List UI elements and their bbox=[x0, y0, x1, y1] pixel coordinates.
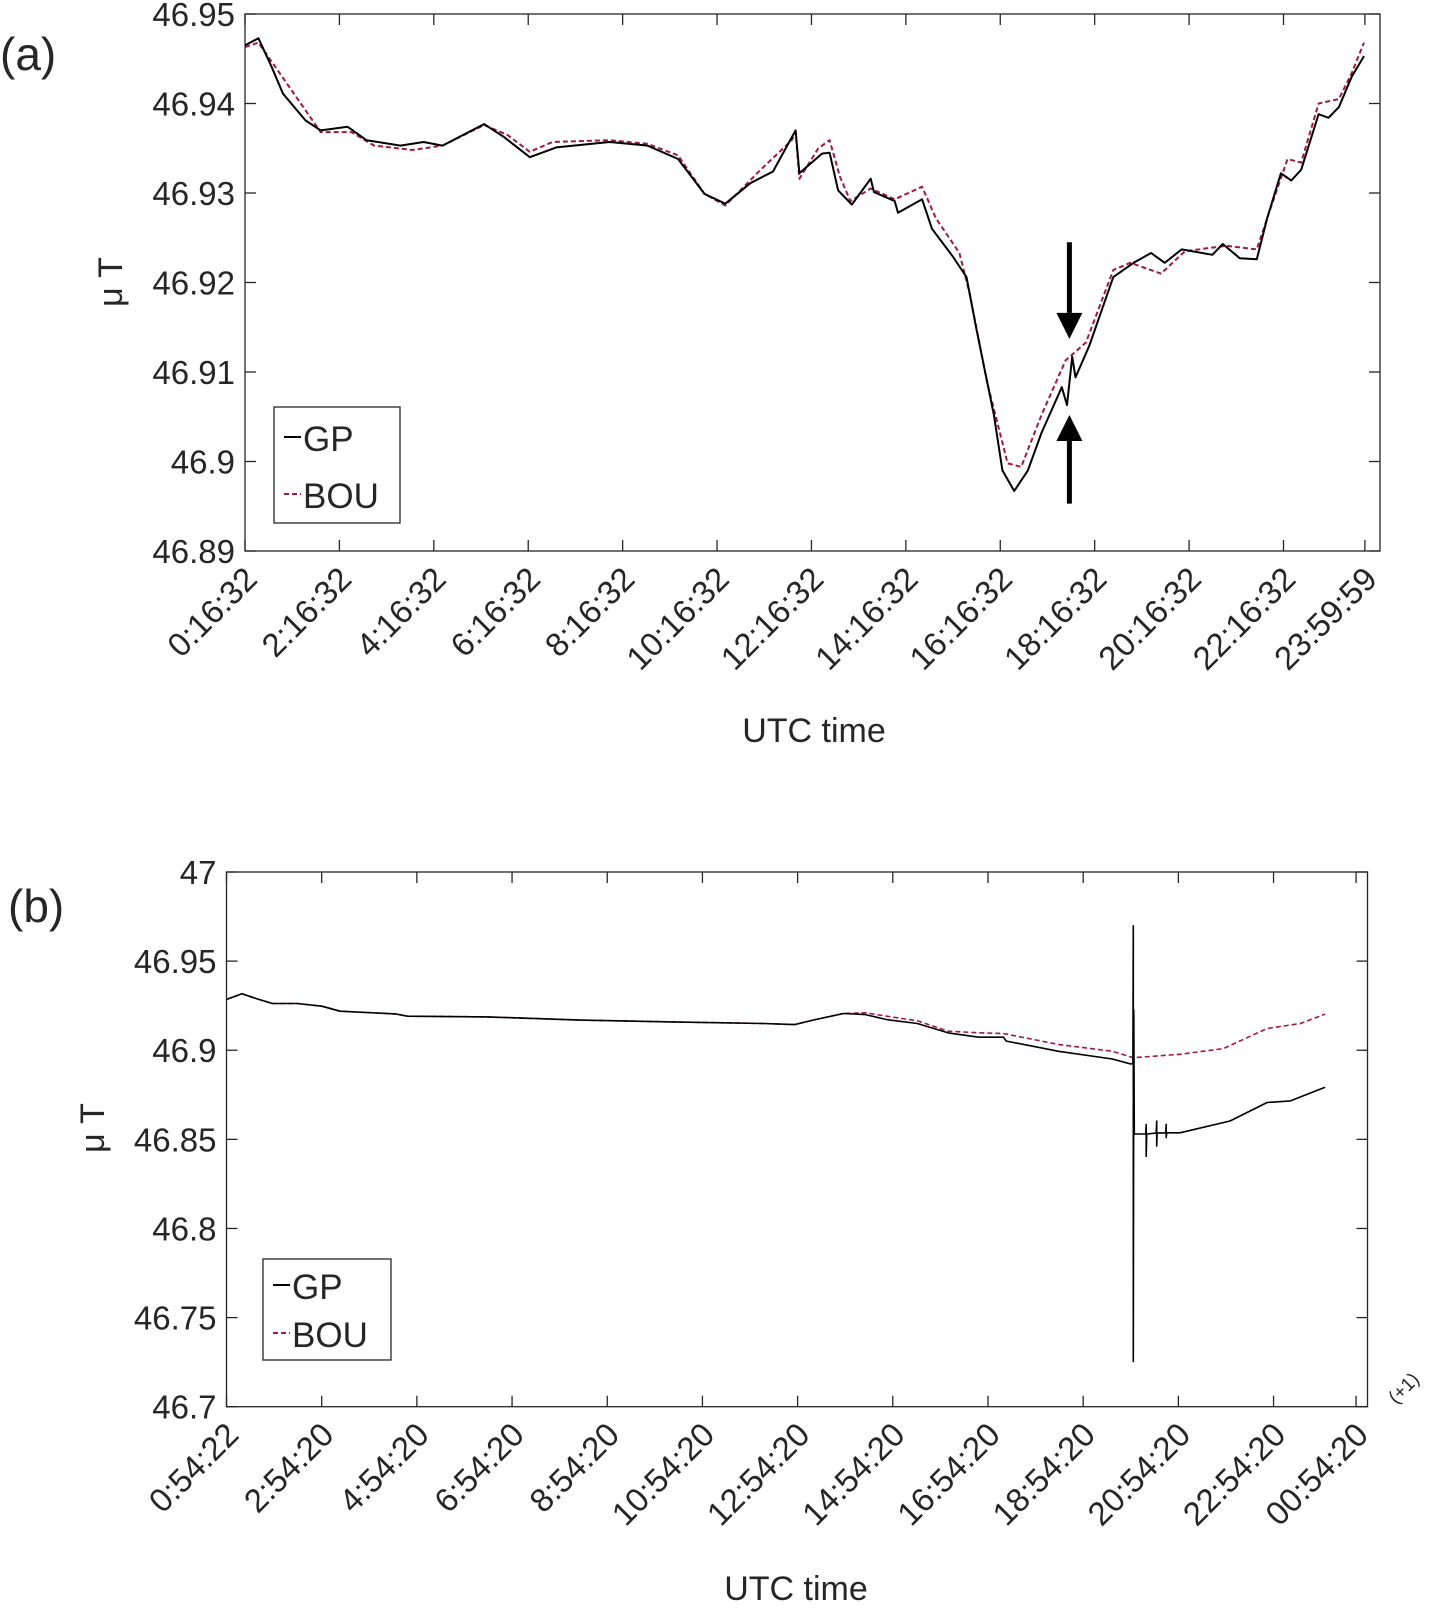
x-tick-label: 4:54:20 bbox=[332, 1415, 436, 1519]
y-tick-label: 46.93 bbox=[152, 175, 235, 212]
series-line-gp bbox=[226, 925, 1326, 1363]
series-line-gp bbox=[245, 37, 1365, 492]
legend-item-gp: GP bbox=[273, 1268, 343, 1307]
plot-area bbox=[226, 925, 1326, 1363]
legend-item-gp: GP bbox=[284, 420, 354, 459]
x-axis-label: UTC time bbox=[742, 712, 886, 750]
legend-item-bou: BOU bbox=[284, 477, 379, 516]
legend-label: GP bbox=[292, 1268, 343, 1307]
x-tick-label: 20:16:32 bbox=[1091, 560, 1208, 677]
x-tick-label: 2:54:20 bbox=[237, 1415, 341, 1519]
x-tick-label: 6:16:32 bbox=[443, 560, 547, 664]
x-tick-label: 4:16:32 bbox=[349, 560, 453, 664]
legend-box bbox=[273, 406, 401, 524]
x-tick-label: 12:16:32 bbox=[713, 560, 830, 677]
legend-box bbox=[262, 1258, 392, 1361]
y-tick-label: 46.75 bbox=[134, 1300, 217, 1337]
x-tick-label: 18:54:20 bbox=[985, 1415, 1102, 1532]
y-tick-label: 46.95 bbox=[152, 0, 235, 33]
x-tick-label: 20:54:20 bbox=[1080, 1415, 1197, 1532]
x-tick-label: 18:16:32 bbox=[997, 560, 1114, 677]
x-tick-label: 14:16:32 bbox=[808, 560, 925, 677]
x-tick-label: 0:16:32 bbox=[160, 560, 264, 664]
x-axis-label: UTC time bbox=[724, 1570, 868, 1608]
plot-area bbox=[245, 37, 1365, 492]
panel-b: 0:54:222:54:204:54:206:54:208:54:2010:54… bbox=[8, 854, 1424, 1608]
x-tick-label: 6:54:20 bbox=[427, 1415, 531, 1519]
panel-a: 0:16:322:16:324:16:326:16:328:16:3210:16… bbox=[0, 0, 1384, 750]
x-tick-label: 14:54:20 bbox=[795, 1415, 912, 1532]
x-tick-label: 2:16:32 bbox=[254, 560, 358, 664]
x-tick-label: 0:54:22 bbox=[141, 1415, 245, 1519]
y-tick-label: 46.9 bbox=[171, 444, 235, 481]
x-tick-label: 10:16:32 bbox=[619, 560, 736, 677]
y-tick-label: 46.95 bbox=[134, 943, 217, 980]
legend-item-bou: BOU bbox=[273, 1316, 368, 1355]
y-tick-label: 46.85 bbox=[134, 1121, 217, 1158]
arrow-down-icon bbox=[1056, 242, 1083, 339]
y-axis-label: μ T bbox=[92, 257, 130, 307]
legend-label: GP bbox=[303, 420, 354, 459]
x-tick-label: 12:54:20 bbox=[700, 1415, 817, 1532]
panel-label: (a) bbox=[0, 28, 56, 80]
y-tick-label: 46.89 bbox=[152, 533, 235, 570]
x-tick-label: 10:54:20 bbox=[604, 1415, 721, 1532]
series-line-bou bbox=[226, 992, 1326, 1059]
legend-label: BOU bbox=[303, 477, 379, 516]
y-tick-label: 46.92 bbox=[152, 265, 235, 302]
x-tick-note: (+1) bbox=[1385, 1369, 1424, 1408]
series-line-bou bbox=[245, 41, 1365, 468]
legend: GP BOU bbox=[273, 406, 401, 524]
axes-box bbox=[225, 871, 1369, 1408]
y-tick-label: 46.91 bbox=[152, 354, 235, 391]
panel-label: (b) bbox=[8, 880, 64, 932]
y-tick-label: 46.94 bbox=[152, 86, 235, 123]
x-tick-label: 16:16:32 bbox=[902, 560, 1019, 677]
y-axis-label: μ T bbox=[74, 1103, 112, 1153]
legend: GP BOU bbox=[262, 1258, 392, 1361]
axes-box bbox=[244, 13, 1381, 552]
arrow-up-icon bbox=[1056, 414, 1083, 504]
y-tick-label: 47 bbox=[180, 854, 217, 891]
legend-label: BOU bbox=[292, 1316, 368, 1355]
y-tick-label: 46.7 bbox=[152, 1389, 216, 1426]
x-tick-label: 16:54:20 bbox=[890, 1415, 1007, 1532]
y-tick-label: 46.8 bbox=[152, 1210, 216, 1247]
y-tick-label: 46.9 bbox=[152, 1032, 216, 1069]
